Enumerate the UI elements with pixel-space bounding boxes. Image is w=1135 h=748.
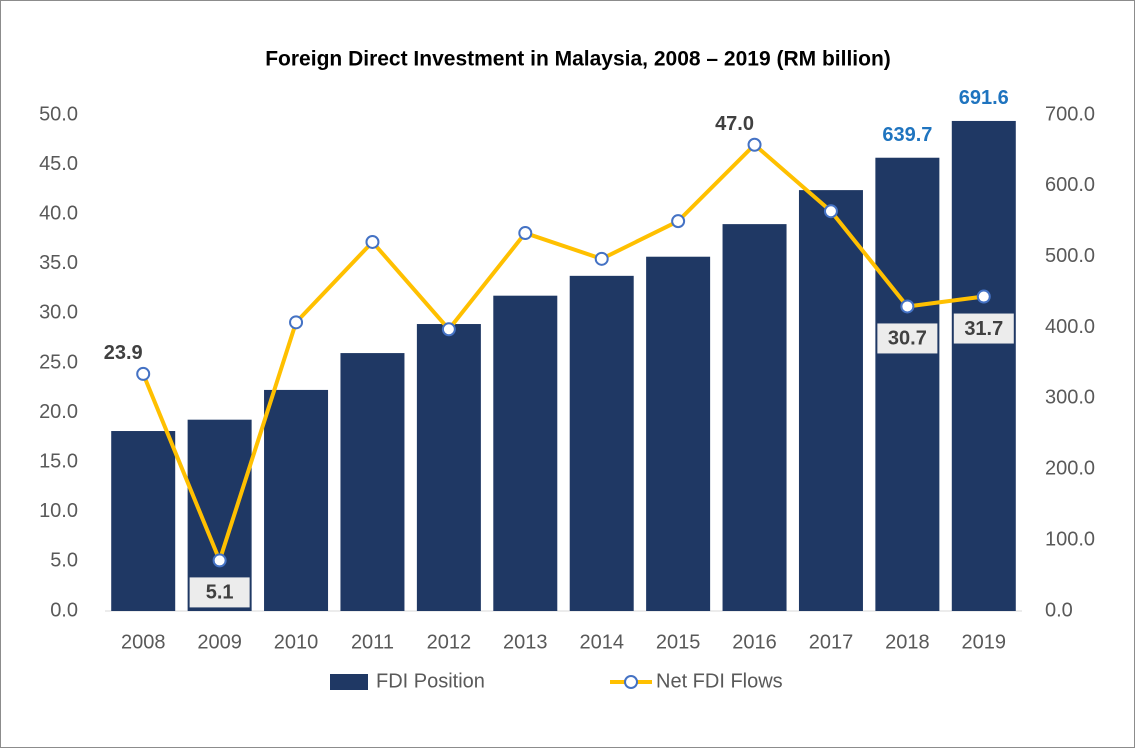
line-marker bbox=[289, 315, 304, 330]
y2-tick-label: 600.0 bbox=[1045, 174, 1095, 196]
x-tick-label: 2012 bbox=[427, 631, 472, 653]
label-box bbox=[953, 313, 1014, 344]
y-tick-label: 50.0 bbox=[39, 103, 78, 125]
bar bbox=[646, 256, 711, 611]
bar bbox=[798, 190, 863, 611]
bar bbox=[340, 353, 405, 611]
bar bbox=[416, 324, 481, 611]
x-tick-label: 2013 bbox=[503, 631, 548, 653]
legend-label: FDI Position bbox=[376, 670, 485, 692]
y2-tick-label: 200.0 bbox=[1045, 458, 1095, 480]
y-tick-label: 45.0 bbox=[39, 153, 78, 175]
y-tick-label: 30.0 bbox=[39, 302, 78, 324]
line-marker bbox=[671, 214, 686, 229]
y-tick-label: 40.0 bbox=[39, 202, 78, 224]
legend-swatch bbox=[330, 674, 368, 690]
legend-label: Net FDI Flows bbox=[656, 670, 783, 692]
chart-title: Foreign Direct Investment in Malaysia, 2… bbox=[265, 48, 891, 71]
y-tick-label: 15.0 bbox=[39, 450, 78, 472]
x-tick-label: 2015 bbox=[656, 631, 701, 653]
bar bbox=[875, 157, 940, 611]
y-tick-label: 20.0 bbox=[39, 401, 78, 423]
line-marker bbox=[365, 234, 380, 249]
legend-marker bbox=[624, 675, 638, 689]
bar bbox=[264, 389, 329, 611]
line-marker bbox=[900, 299, 915, 314]
x-tick-label: 2011 bbox=[351, 631, 394, 653]
line-marker bbox=[747, 137, 762, 152]
x-tick-label: 2016 bbox=[732, 631, 777, 653]
line-value-label: 23.9 bbox=[104, 342, 143, 364]
line-value-label: 31.7 bbox=[964, 318, 1003, 340]
y-tick-label: 0.0 bbox=[50, 599, 78, 621]
y-tick-label: 10.0 bbox=[39, 500, 78, 522]
line-marker bbox=[976, 289, 991, 304]
bar bbox=[493, 295, 558, 611]
y-tick-label: 35.0 bbox=[39, 252, 78, 274]
x-tick-label: 2019 bbox=[962, 631, 1007, 653]
line-value-label: 5.1 bbox=[206, 582, 234, 604]
y2-tick-label: 400.0 bbox=[1045, 316, 1095, 338]
bar-value-label: 639.7 bbox=[882, 124, 932, 146]
line-marker bbox=[823, 204, 838, 219]
line-marker bbox=[212, 553, 227, 568]
label-box bbox=[189, 577, 250, 608]
bar bbox=[111, 431, 176, 611]
bar-value-label: 691.6 bbox=[959, 87, 1009, 109]
y2-tick-label: 700.0 bbox=[1045, 103, 1095, 125]
x-tick-label: 2017 bbox=[809, 631, 854, 653]
x-tick-label: 2018 bbox=[885, 631, 930, 653]
x-tick-label: 2008 bbox=[121, 631, 166, 653]
line-value-label: 47.0 bbox=[715, 113, 754, 135]
line-marker bbox=[441, 322, 456, 337]
bar bbox=[722, 224, 787, 611]
x-tick-label: 2009 bbox=[197, 631, 242, 653]
y-tick-label: 25.0 bbox=[39, 351, 78, 373]
bar bbox=[951, 120, 1016, 612]
y2-tick-label: 500.0 bbox=[1045, 245, 1095, 267]
bar bbox=[569, 275, 634, 611]
x-tick-label: 2014 bbox=[579, 631, 624, 653]
line-marker bbox=[518, 226, 533, 241]
line-marker bbox=[594, 251, 609, 266]
line-marker bbox=[136, 366, 151, 381]
y2-tick-label: 300.0 bbox=[1045, 387, 1095, 409]
line bbox=[141, 142, 985, 563]
y2-tick-label: 100.0 bbox=[1045, 528, 1095, 550]
y-tick-label: 5.0 bbox=[50, 550, 78, 572]
label-box bbox=[877, 323, 938, 354]
line-value-label: 30.7 bbox=[888, 328, 927, 350]
x-tick-label: 2010 bbox=[274, 631, 319, 653]
y2-tick-label: 0.0 bbox=[1045, 599, 1073, 621]
